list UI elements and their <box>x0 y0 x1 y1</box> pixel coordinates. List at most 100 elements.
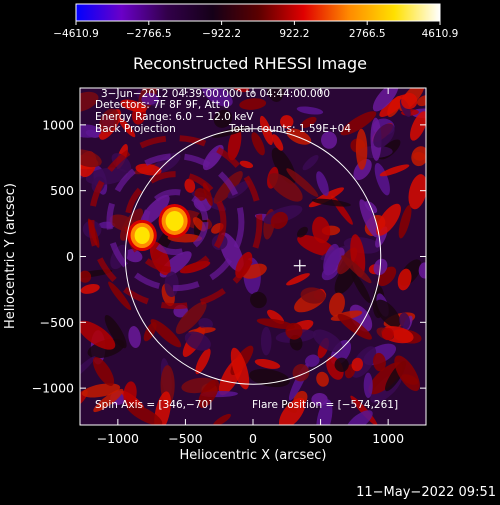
speckle <box>394 355 420 392</box>
speckle <box>399 312 411 330</box>
speckle <box>256 318 295 330</box>
speckle <box>418 262 426 279</box>
speckle <box>123 381 137 407</box>
speckle <box>340 111 377 136</box>
chart-title: Reconstructed RHESSI Image <box>133 54 367 73</box>
speckle <box>316 171 329 196</box>
speckle <box>150 319 182 348</box>
spin-axis-marker <box>293 259 306 272</box>
speckle <box>373 352 386 372</box>
speckle <box>124 249 143 263</box>
speckle <box>80 356 96 384</box>
colorbar-tick-label: 4610.9 <box>422 28 459 40</box>
speckle <box>334 357 349 372</box>
speckle <box>184 331 211 351</box>
sidelobe-ring <box>88 135 263 310</box>
x-tick-label: −500 <box>168 431 202 446</box>
y-tick-label: 1000 <box>42 117 74 132</box>
speckle <box>80 91 99 113</box>
speckle <box>302 155 319 171</box>
plot-image <box>80 88 426 425</box>
speckle <box>120 99 147 113</box>
speckle <box>135 163 162 176</box>
speckle <box>372 88 399 112</box>
speckle <box>398 204 412 239</box>
speckle <box>80 270 92 283</box>
speckle <box>111 153 132 173</box>
speckle <box>328 292 345 317</box>
annotation-time-range: 3−Jun−2012 04:39:00.000 to 04:44:00.000 <box>101 88 330 100</box>
source-core <box>134 226 150 245</box>
y-axis-label: Heliocentric Y (arcsec) <box>3 183 18 329</box>
speckle <box>300 287 326 304</box>
annotation-detectors: Detectors: 7F 8F 9F, Att 0 <box>95 99 230 111</box>
speckle <box>93 388 124 413</box>
speckle <box>408 174 426 210</box>
speckle <box>401 92 418 110</box>
speckle <box>351 271 371 304</box>
speckle <box>316 371 329 387</box>
speckle <box>268 173 303 202</box>
speckle <box>341 255 372 284</box>
speckle <box>80 149 102 168</box>
speckle <box>376 203 401 236</box>
solar-limb-circle <box>124 128 382 385</box>
speckle <box>80 284 100 294</box>
speckle <box>311 198 351 207</box>
speckle <box>184 178 196 193</box>
speckle <box>202 88 233 107</box>
speckle <box>198 379 220 408</box>
speckle <box>213 413 231 425</box>
speckle <box>410 111 426 141</box>
speckle <box>311 393 328 406</box>
speckle <box>305 354 320 367</box>
x-axis-label: Heliocentric X (arcsec) <box>180 448 327 463</box>
speckle <box>141 92 159 106</box>
speckle <box>316 399 333 425</box>
speckle <box>337 313 372 340</box>
speckle <box>126 403 163 425</box>
speckle <box>250 291 267 309</box>
speckle <box>80 124 102 138</box>
source-layer <box>127 203 191 252</box>
speckle <box>300 116 317 128</box>
speckle <box>286 128 312 145</box>
speckle <box>108 281 132 311</box>
x-tick-label: 1000 <box>372 431 404 446</box>
speckle <box>297 235 337 257</box>
speckle <box>260 326 272 356</box>
y-axis-ticks: −1000 −500 0 500 1000 <box>32 117 426 396</box>
x-tick-label: 500 <box>309 431 333 446</box>
speckle <box>411 146 426 167</box>
speckle <box>286 168 319 197</box>
speckle <box>230 347 250 390</box>
colorbar-tick-label: 922.2 <box>279 28 309 40</box>
speckle <box>397 268 412 291</box>
speckle <box>417 95 426 107</box>
colorbar-tick-label: −922.2 <box>202 28 241 40</box>
speckle <box>375 299 401 328</box>
sidelobe-ring <box>124 171 227 274</box>
speckle <box>92 357 115 386</box>
speckle <box>195 348 211 375</box>
speckle <box>363 372 373 399</box>
speckle <box>379 164 410 177</box>
speckle <box>104 315 127 349</box>
speckle <box>280 115 294 129</box>
speckle <box>266 88 284 102</box>
annotation-method: Back Projection <box>95 123 176 135</box>
y-tick-label: −1000 <box>32 381 74 396</box>
speckle <box>271 134 284 151</box>
colorbar-tick-label: −4610.9 <box>53 28 99 40</box>
y-tick-label: −500 <box>40 315 74 330</box>
speckle <box>351 357 363 372</box>
speckle <box>198 317 213 330</box>
speckle <box>99 108 119 133</box>
y-tick-label: 500 <box>50 183 74 198</box>
back-projection-pattern <box>80 88 426 425</box>
speckle <box>381 327 394 341</box>
speckle <box>346 410 373 425</box>
y-tick-label: 0 <box>66 249 74 264</box>
